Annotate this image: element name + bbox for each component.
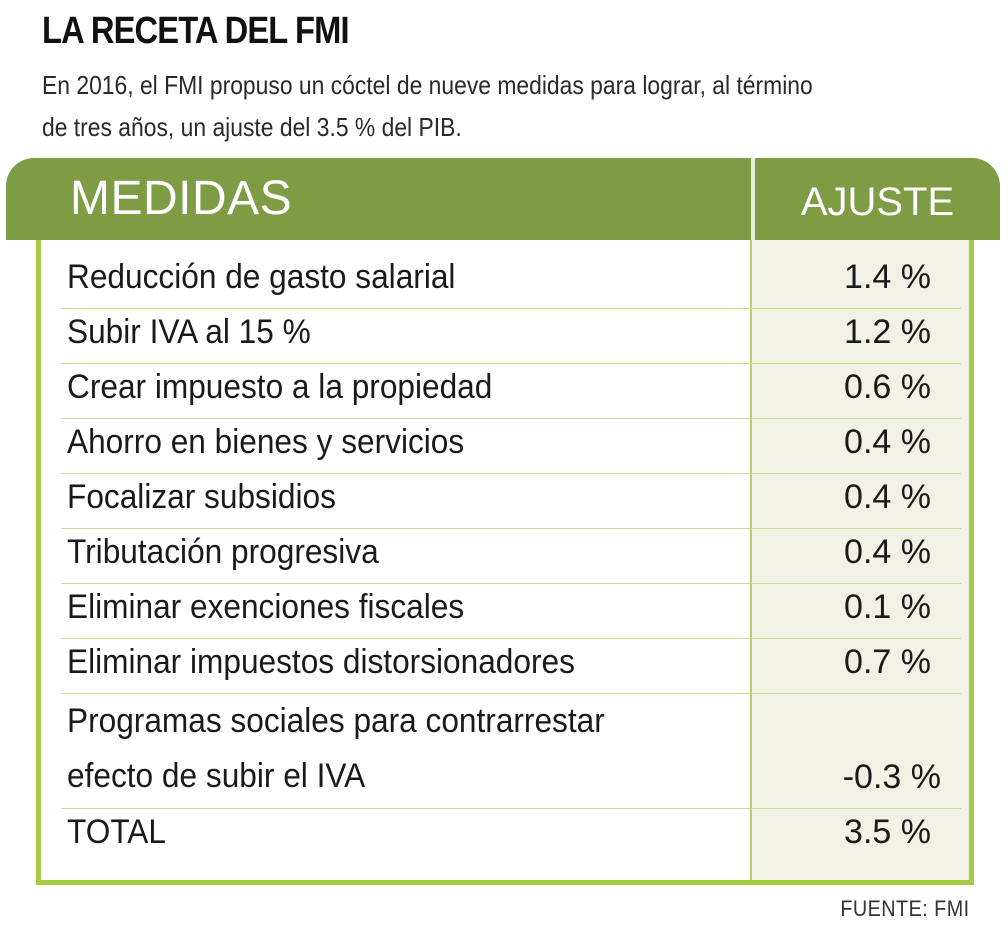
table-row: Ahorro en bienes y servicios 0.4 % — [61, 419, 961, 474]
adjustment-value: 3.5 % — [844, 813, 931, 851]
adjustment-value: -0.3 % — [842, 758, 941, 796]
header-measures: MEDIDAS — [70, 172, 293, 225]
table-row: TOTAL 3.5 % — [61, 809, 961, 863]
subtitle: En 2016, el FMI propuso un cóctel de nue… — [42, 70, 813, 142]
page-title: LA RECETA DEL FMI — [42, 10, 350, 52]
header-adjustment: AJUSTE — [800, 180, 955, 224]
table-row: Focalizar subsidios 0.4 % — [61, 474, 961, 529]
header-divider — [751, 158, 755, 240]
measures-table: MEDIDAS AJUSTE Reducción de gasto salari… — [0, 156, 1008, 891]
adjustment-value: 1.4 % — [844, 258, 931, 296]
measure-label: Crear impuesto a la propiedad — [67, 368, 493, 406]
table-row: Reducción de gasto salarial 1.4 % — [61, 254, 961, 309]
table-header: MEDIDAS AJUSTE — [6, 158, 1000, 240]
measure-label: Eliminar exenciones fiscales — [67, 588, 465, 626]
column-separator — [750, 240, 752, 880]
measure-label: Ahorro en bienes y servicios — [67, 423, 465, 461]
table-row: Subir IVA al 15 % 1.2 % — [61, 309, 961, 364]
adjustment-value: 0.4 % — [844, 533, 931, 571]
measure-label: Reducción de gasto salarial — [67, 258, 456, 296]
adjustment-value: 0.4 % — [844, 423, 931, 461]
adjustment-value: 1.2 % — [844, 313, 931, 351]
table-rows: Reducción de gasto salarial 1.4 % Subir IV… — [41, 254, 969, 863]
table-body: Reducción de gasto salarial 1.4 % Subir IV… — [36, 240, 974, 885]
measure-label: Focalizar subsidios — [67, 478, 336, 516]
measure-label: TOTAL — [67, 813, 166, 851]
adjustment-column-background — [750, 240, 969, 880]
adjustment-value: 0.1 % — [844, 588, 931, 626]
measure-label: Programas sociales para contrarrestar ef… — [67, 702, 605, 795]
adjustment-value: 0.6 % — [844, 368, 931, 406]
table-row: Programas sociales para contrarrestar ef… — [61, 694, 961, 809]
table-row: Crear impuesto a la propiedad 0.6 % — [61, 364, 961, 419]
adjustment-value: 0.4 % — [844, 478, 931, 516]
table-row: Eliminar exenciones fiscales 0.1 % — [61, 584, 961, 639]
measure-label: Eliminar impuestos distorsionadores — [67, 643, 575, 681]
source-note: FUENTE: FMI — [840, 896, 970, 921]
table-row: Tributación progresiva 0.4 % — [61, 529, 961, 584]
measure-label: Subir IVA al 15 % — [67, 313, 311, 351]
table-row: Eliminar impuestos distorsionadores 0.7 % — [61, 639, 961, 694]
adjustment-value: 0.7 % — [844, 643, 931, 681]
measure-label: Tributación progresiva — [67, 533, 379, 571]
